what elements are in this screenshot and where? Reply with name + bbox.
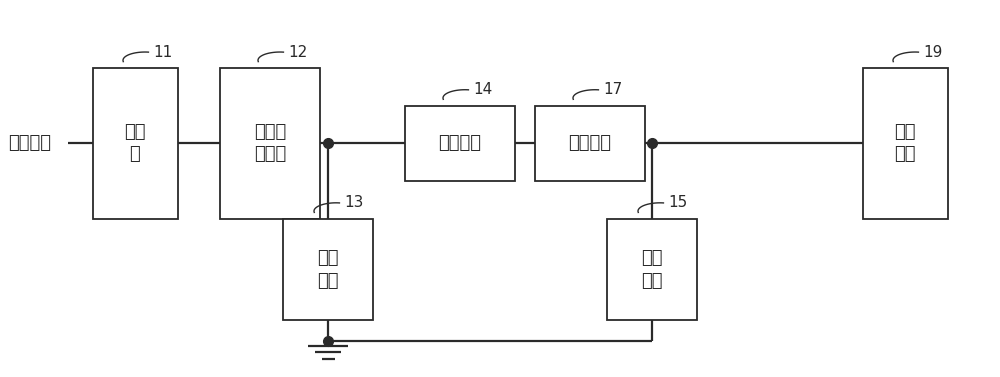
Bar: [220, 68, 320, 219]
Bar: [535, 106, 645, 181]
Text: 17: 17: [603, 82, 622, 97]
Bar: [92, 68, 178, 219]
Text: 第一电阻: 第一电阻: [438, 134, 482, 152]
Text: 无线驱
动电路: 无线驱 动电路: [254, 123, 286, 163]
Text: 12: 12: [288, 44, 307, 60]
Text: 14: 14: [473, 82, 492, 97]
Text: 15: 15: [668, 195, 687, 210]
Text: 13: 13: [344, 195, 363, 210]
Text: 19: 19: [923, 44, 942, 60]
Bar: [862, 68, 948, 219]
Text: 第一电感: 第一电感: [568, 134, 612, 152]
Text: 发射信号: 发射信号: [8, 134, 51, 152]
Bar: [405, 106, 515, 181]
Text: 第二
电容: 第二 电容: [641, 250, 663, 290]
Text: 发射
天线: 发射 天线: [894, 123, 916, 163]
Text: 11: 11: [153, 44, 172, 60]
Text: 控制
器: 控制 器: [124, 123, 146, 163]
Bar: [607, 219, 697, 320]
Bar: [283, 219, 373, 320]
Text: 第一
电容: 第一 电容: [317, 250, 339, 290]
